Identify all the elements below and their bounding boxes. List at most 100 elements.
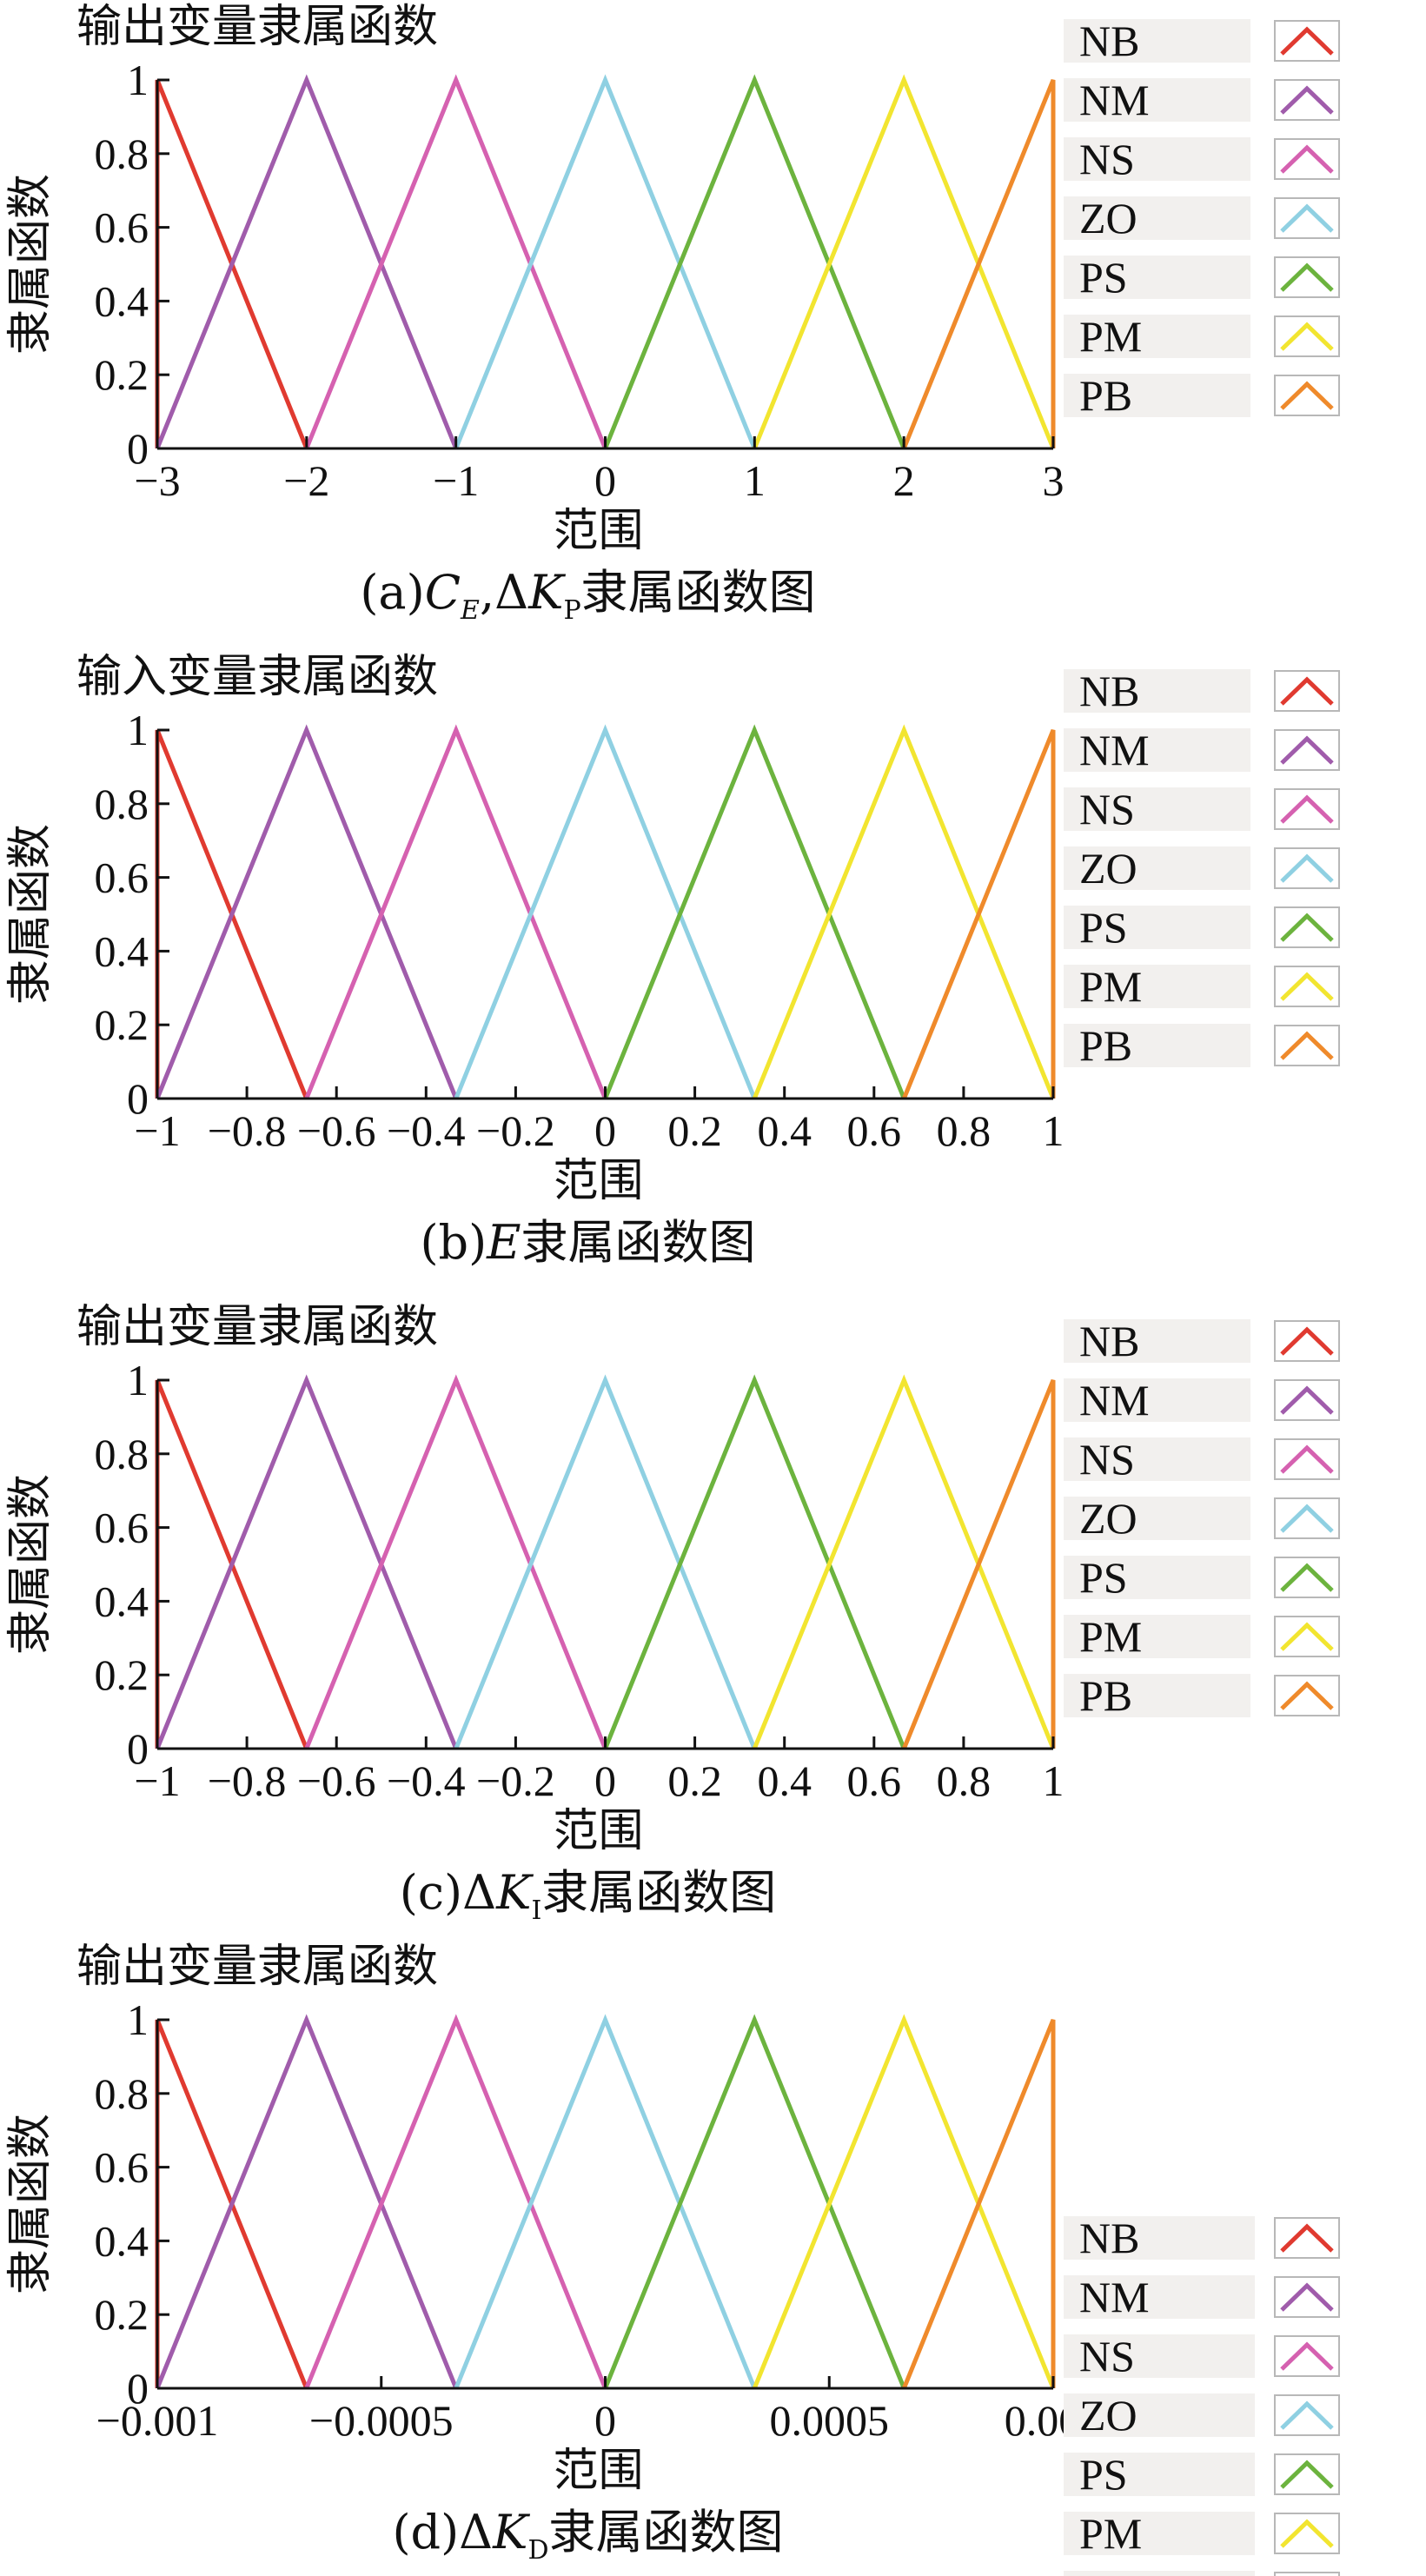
series-line-ns <box>304 74 607 449</box>
legend-label: NB <box>1079 667 1139 715</box>
figure-caption: (b)E隶属函数图 <box>420 1215 755 1270</box>
x-axis-label: 范围 <box>553 1805 643 1857</box>
legend-label-bg <box>1064 846 1250 890</box>
legend-swatch-pm-icon <box>1280 1622 1334 1651</box>
legend-swatch-nm-icon <box>1280 2282 1334 2312</box>
x-tick-label: 0.6 <box>847 1106 902 1155</box>
legend-label: NM <box>1079 76 1150 124</box>
y-tick-label: 0 <box>127 424 149 473</box>
y-tick-label: 1 <box>127 1995 149 2044</box>
y-tick-label: 0.8 <box>95 129 149 178</box>
x-tick-label: −0.2 <box>476 1106 555 1155</box>
legend-swatch-pb-icon <box>1280 1031 1334 1060</box>
x-tick-label: −2 <box>283 456 329 505</box>
y-tick-label: 1 <box>127 706 149 754</box>
legend-label-bg <box>1064 1319 1250 1363</box>
legend-label-bg <box>1064 2453 1255 2496</box>
legend-swatch-zo-icon <box>1280 203 1334 233</box>
y-tick-label: 0 <box>127 1074 149 1123</box>
legend-item-ps: PS <box>1064 253 1340 302</box>
legend-swatch-nm-icon <box>1280 85 1334 115</box>
legend-label: PS <box>1079 1553 1128 1602</box>
legend-label-bg <box>1064 2512 1255 2555</box>
caption-delta-variable: K <box>495 1865 534 1920</box>
caption-delta-variable: K <box>492 2505 530 2559</box>
legend-swatch-ps-icon <box>1280 913 1334 942</box>
legend-label: NB <box>1079 1317 1139 1365</box>
legend-label-bg <box>1064 256 1250 299</box>
x-tick-label: −0.2 <box>476 1756 555 1805</box>
x-axis-label: 范围 <box>553 505 643 557</box>
series-line-zo <box>454 724 757 1099</box>
series-line-ns <box>304 2014 607 2389</box>
series-lines <box>155 2014 1056 2389</box>
x-tick-label: 1 <box>1043 1106 1065 1155</box>
series-line-zo <box>454 2014 757 2389</box>
legend-item-nb: NB <box>1064 667 1340 715</box>
legend-label-bg <box>1064 1437 1250 1481</box>
legend-item-ps: PS <box>1064 903 1340 952</box>
x-tick-label: 1 <box>744 456 766 505</box>
legend-label: PB <box>1079 2568 1132 2576</box>
legend-item-ns: NS <box>1064 2332 1340 2380</box>
chart-title: 输出变量隶属函数 <box>76 1301 438 1353</box>
legend-swatch-zo-icon <box>1280 2400 1334 2430</box>
x-tick-label: −0.6 <box>297 1106 376 1155</box>
legend-item-ps: PS <box>1064 1553 1340 1602</box>
legend-item-nm: NM <box>1064 2273 1340 2321</box>
legend-label-bg <box>1064 965 1250 1008</box>
legend-item-pb: PB <box>1064 2568 1340 2576</box>
series-line-pb <box>901 79 1056 449</box>
legend-swatch-nm-icon <box>1280 735 1334 765</box>
legend-swatch-box <box>1274 375 1340 416</box>
y-tick-label: 0.4 <box>95 926 149 975</box>
series-line-pb <box>901 1379 1056 1749</box>
legend-swatch-box <box>1274 906 1340 948</box>
x-tick-label: −1 <box>433 456 479 505</box>
legend-item-nb: NB <box>1064 1317 1340 1365</box>
figure-caption: (a)CE,ΔKP隶属函数图 <box>360 565 815 626</box>
series-lines <box>155 74 1056 449</box>
legend-label: NM <box>1079 726 1150 774</box>
legend-label-bg <box>1064 315 1250 358</box>
legend-label-bg <box>1064 1674 1250 1717</box>
legend-item-zo: ZO <box>1064 844 1340 893</box>
caption-suffix: 隶属函数图 <box>581 565 816 620</box>
legend-swatch-pm-icon <box>1280 972 1334 1001</box>
y-tick-label: 0.2 <box>95 1000 149 1049</box>
legend-item-ps: PS <box>1064 2450 1340 2499</box>
series-line-pb <box>901 729 1056 1099</box>
legend-label-bg <box>1064 1615 1250 1658</box>
x-tick-label: −3 <box>134 456 180 505</box>
legend-label: NS <box>1079 1435 1135 1484</box>
legend-swatch-ns-icon <box>1280 144 1334 174</box>
legend-label: PS <box>1079 2450 1128 2499</box>
legend-label: NM <box>1079 2273 1150 2321</box>
series-lines <box>155 1374 1056 1749</box>
chart-title: 输入变量隶属函数 <box>76 651 438 703</box>
legend-swatch-zo-icon <box>1280 1504 1334 1533</box>
y-axis-label: 隶属函数 <box>4 824 56 1005</box>
figure-caption: (c)ΔKI隶属函数图 <box>400 1865 777 1926</box>
legend-label: ZO <box>1079 1494 1137 1543</box>
legend-label-bg <box>1064 374 1250 417</box>
legend-swatch-box <box>1274 1497 1340 1539</box>
legend: NB NM NS ZO PS PM PB <box>1064 1317 1340 1720</box>
legend-item-nm: NM <box>1064 1376 1340 1424</box>
legend-label: PS <box>1079 253 1128 302</box>
legend-swatch-nb-icon <box>1280 676 1334 706</box>
legend-label: NM <box>1079 1376 1150 1424</box>
legend-label: NS <box>1079 135 1135 183</box>
legend-label-bg <box>1064 1378 1250 1422</box>
y-tick-label: 0.6 <box>95 1504 149 1552</box>
series-line-ps <box>603 1374 906 1749</box>
y-tick-label: 1 <box>127 1356 149 1404</box>
x-tick-label: 0.2 <box>667 1756 722 1805</box>
legend: NB NM NS ZO PS PM PB <box>1064 2214 1340 2576</box>
caption-suffix: 隶属函数图 <box>549 2505 784 2559</box>
legend-label-bg <box>1064 787 1250 831</box>
legend-label-bg <box>1064 137 1250 181</box>
caption-comma: , <box>480 565 494 620</box>
legend-swatch-nb-icon <box>1280 26 1334 56</box>
